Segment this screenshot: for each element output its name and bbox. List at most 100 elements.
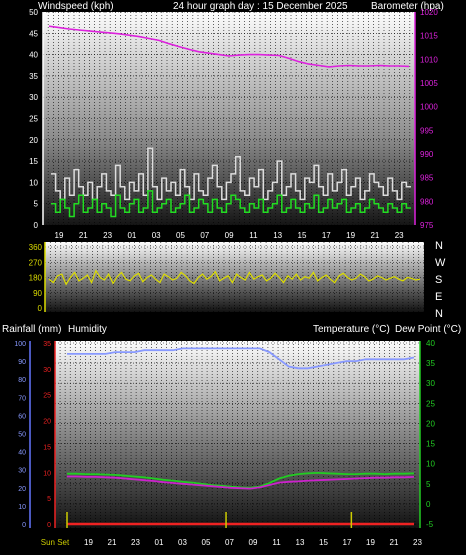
wind-tick-label: 35 (29, 72, 38, 81)
x-tick-label: 23 (395, 231, 404, 240)
rain-tick-label: 0 (47, 522, 51, 529)
barometer-tick-label: 980 (420, 197, 434, 206)
wind-tick-label: 40 (29, 51, 38, 60)
direction-series-line (48, 269, 421, 286)
humidity-axis-title: Humidity (68, 324, 107, 335)
humidity-tick-label: 10 (18, 504, 26, 511)
compass-label: N (435, 308, 443, 320)
rain-tick-label: 20 (43, 419, 51, 426)
direction-tick-label: 90 (33, 289, 42, 298)
humidity-series-line (67, 347, 415, 370)
rain-tick-label: 35 (43, 341, 51, 348)
barometer-tick-label: 1010 (420, 55, 438, 64)
x-tick-label: 13 (273, 231, 282, 240)
chart-title: 24 hour graph day : 15 December 2025 (173, 1, 348, 12)
temperature-tick-label: 15 (426, 440, 435, 449)
x-tick-label: 07 (225, 538, 234, 547)
wind-tick-label: 25 (29, 115, 38, 124)
x-tick-label: 19 (55, 231, 64, 240)
wind-tick-label: 20 (29, 136, 38, 145)
direction-tick-label: 270 (29, 258, 43, 267)
barometer-tick-label: 1015 (420, 32, 438, 41)
temperature-panel-grid (54, 341, 421, 528)
humidity-tick-label: 50 (18, 432, 26, 439)
x-tick-label: 03 (152, 231, 161, 240)
wind-tick-label: 15 (29, 157, 38, 166)
wind-tick-label: 50 (29, 8, 38, 17)
x-tick-label: 23 (413, 538, 422, 547)
temperature-tick-label: 5 (426, 480, 431, 489)
x-tick-label: 03 (178, 538, 187, 547)
wind-tick-label: 45 (29, 29, 38, 38)
barometer-tick-label: 985 (420, 174, 434, 183)
x-tick-label: 21 (79, 231, 88, 240)
humidity-tick-label: 70 (18, 395, 26, 402)
x-tick-label: 21 (370, 231, 379, 240)
x-tick-label: 13 (296, 538, 305, 547)
direction-panel-series (48, 269, 421, 286)
wind-axis-title: Windspeed (kph) (38, 1, 114, 12)
wind-tick-label: 5 (34, 200, 39, 209)
humidity-tick-label: 40 (18, 450, 26, 457)
direction-tick-label: 360 (29, 243, 43, 252)
x-tick-label: 21 (108, 538, 117, 547)
temperature-tick-label: 20 (426, 419, 435, 428)
barometer-axis-title: Barometer (hpa) (371, 1, 444, 12)
x-tick-label: 21 (390, 538, 399, 547)
temperature-panel-series (66, 347, 415, 528)
x-tick-label: 19 (346, 231, 355, 240)
x-tick-label: 09 (225, 231, 234, 240)
temperature-panel-labels: -505101520253035400102030405060708090100… (14, 339, 435, 547)
dew-point-series-line (67, 475, 415, 490)
wind-tick-label: 30 (29, 93, 38, 102)
barometer-tick-label: 1020 (420, 8, 438, 17)
x-tick-label: 15 (298, 231, 307, 240)
x-tick-label: 01 (155, 538, 164, 547)
compass-labels: N W S E N (435, 240, 446, 320)
barometer-series-line (48, 25, 410, 68)
barometer-tick-label: 995 (420, 126, 434, 135)
direction-tick-label: 180 (29, 274, 43, 283)
rain-tick-label: 15 (43, 444, 51, 451)
x-tick-label: 19 (84, 538, 93, 547)
temperature-tick-label: 0 (426, 500, 431, 509)
direction-tick-label: 0 (38, 304, 43, 313)
x-tick-label: 15 (319, 538, 328, 547)
compass-label: E (435, 291, 442, 303)
humidity-tick-label: 100 (14, 341, 26, 348)
barometer-tick-label: 1000 (420, 103, 438, 112)
x-tick-label: 23 (103, 231, 112, 240)
humidity-tick-label: 0 (22, 522, 26, 529)
x-tick-label: 11 (249, 231, 258, 240)
humidity-tick-label: 20 (18, 486, 26, 493)
x-tick-label: 09 (249, 538, 258, 547)
humidity-tick-label: 60 (18, 413, 26, 420)
barometer-tick-label: 990 (420, 150, 434, 159)
rain-tick-label: 25 (43, 393, 51, 400)
temperature-tick-label: 10 (426, 460, 435, 469)
temperature-axis-title: Temperature (°C) (313, 324, 390, 335)
rain-tick-label: 30 (43, 367, 51, 374)
x-tick-label: 07 (200, 231, 209, 240)
barometer-tick-label: 1005 (420, 79, 438, 88)
temperature-tick-label: -5 (426, 520, 434, 529)
temperature-tick-label: 30 (426, 379, 435, 388)
dewpoint-axis-title: Dew Point (°C) (395, 324, 461, 335)
barometer-tick-label: 975 (420, 221, 434, 230)
humidity-tick-label: 30 (18, 468, 26, 475)
x-tick-label: 23 (131, 538, 140, 547)
gust-series-line (51, 147, 411, 201)
humidity-tick-label: 80 (18, 377, 26, 384)
temperature-tick-label: 35 (426, 359, 435, 368)
temperature-tick-label: 25 (426, 399, 435, 408)
wind-tick-label: 10 (29, 178, 38, 187)
x-tick-label: 17 (322, 231, 331, 240)
x-tick-label: 19 (366, 538, 375, 547)
x-tick-label: 05 (176, 231, 185, 240)
rain-tick-label: 5 (47, 496, 51, 503)
x-tick-label: Sun Set (41, 538, 70, 547)
x-tick-label: 11 (272, 538, 281, 547)
x-tick-label: 05 (202, 538, 211, 547)
compass-label: W (435, 257, 446, 269)
